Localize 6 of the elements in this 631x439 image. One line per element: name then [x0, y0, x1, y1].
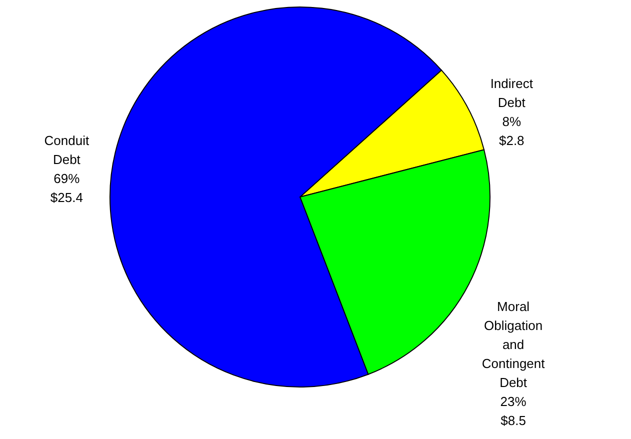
data-label: 23% $8.5 — [500, 394, 527, 428]
slice-label: Indirect Debt — [490, 76, 534, 110]
data-label: 8% $2.8 — [498, 114, 524, 148]
slice-label: Moral Obligation and Contingent Debt — [482, 299, 546, 390]
slice-label: Conduit Debt — [44, 132, 90, 167]
data-label: 69% $25.4 — [50, 170, 83, 205]
